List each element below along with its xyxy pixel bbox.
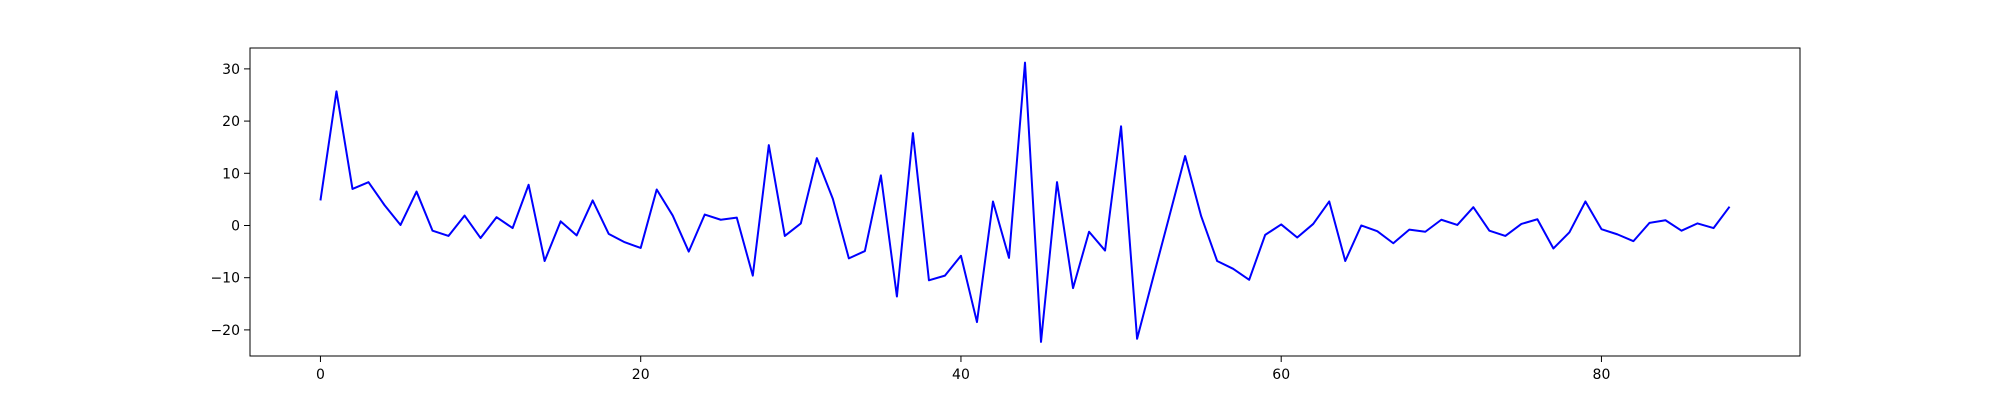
series-line-0 [319,61,1731,343]
y-tick-label: 30 [222,62,240,78]
plot-frame [249,47,1801,357]
y-tick-label: −20 [210,323,240,339]
plot-layer [319,61,1731,343]
x-tick-label: 0 [316,367,325,383]
y-tick-label: 0 [231,218,240,234]
x-tick-label: 60 [1272,367,1290,383]
axes-layer: 0 20 40 60 80 −20 −10 0 10 20 30 [210,47,1801,383]
x-tick-label: 20 [632,367,650,383]
x-tick-label: 80 [1593,367,1611,383]
y-tick-label: 10 [222,166,240,182]
y-tick-label: 20 [222,114,240,130]
y-tick-label: −10 [210,271,240,287]
x-tick-label: 40 [952,367,970,383]
